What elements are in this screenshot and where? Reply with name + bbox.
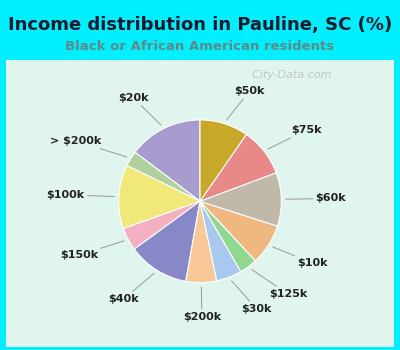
Wedge shape <box>119 166 200 229</box>
Text: $40k: $40k <box>108 273 154 304</box>
Text: $60k: $60k <box>286 194 346 203</box>
Text: $125k: $125k <box>252 270 307 299</box>
Text: $50k: $50k <box>226 86 265 120</box>
Text: Income distribution in Pauline, SC (%): Income distribution in Pauline, SC (%) <box>8 16 392 34</box>
Wedge shape <box>127 152 200 201</box>
Bar <box>6 60 394 346</box>
Wedge shape <box>200 173 281 226</box>
Text: $20k: $20k <box>118 93 161 125</box>
Text: > $200k: > $200k <box>50 136 127 157</box>
Wedge shape <box>200 201 256 272</box>
Text: Black or African American residents: Black or African American residents <box>66 40 334 53</box>
Wedge shape <box>135 120 200 201</box>
Text: $10k: $10k <box>272 247 328 268</box>
Wedge shape <box>200 201 241 281</box>
Text: $100k: $100k <box>46 190 114 200</box>
Wedge shape <box>186 201 217 282</box>
Wedge shape <box>200 201 278 261</box>
Text: $150k: $150k <box>60 241 124 260</box>
Wedge shape <box>124 201 200 249</box>
Text: $30k: $30k <box>232 281 272 314</box>
Wedge shape <box>200 134 276 201</box>
Wedge shape <box>134 201 200 281</box>
Text: City-Data.com: City-Data.com <box>245 70 331 80</box>
Text: $75k: $75k <box>268 125 322 149</box>
Text: $200k: $200k <box>183 287 221 322</box>
Wedge shape <box>200 120 246 201</box>
